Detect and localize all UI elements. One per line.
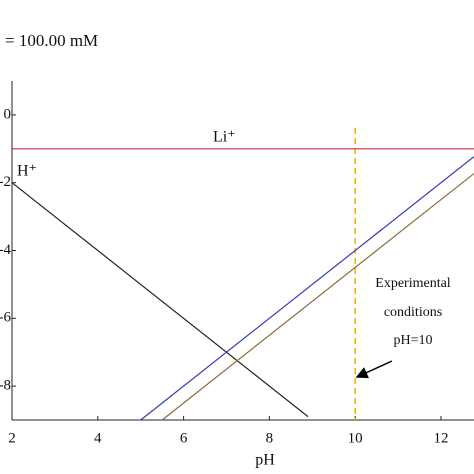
- x-tick-label: 8: [266, 430, 274, 446]
- y-tick-label: -6: [0, 310, 11, 326]
- series-label: H⁺: [17, 163, 37, 180]
- series-label: Li⁺: [213, 129, 236, 146]
- y-tick-label: 0: [4, 106, 12, 122]
- series-line: [161, 173, 474, 421]
- x-tick-label: 6: [180, 430, 188, 446]
- x-tick-label: 4: [94, 430, 102, 446]
- annotation: conditions: [384, 305, 442, 320]
- x-tick-label: 10: [348, 430, 363, 446]
- arrow: [355, 360, 393, 379]
- x-tick-label: 2: [8, 430, 16, 446]
- series-line: [140, 156, 474, 421]
- x-tick-label: 12: [433, 430, 448, 446]
- header: = 100.00 mM: [5, 31, 98, 50]
- y-tick-label: -4: [0, 242, 11, 258]
- annotation: Experimental: [375, 276, 451, 291]
- x-axis-label: pH: [255, 452, 275, 469]
- y-tick-label: -8: [0, 378, 11, 394]
- y-tick-label: -2: [0, 174, 11, 190]
- annotation: pH=10: [393, 333, 432, 348]
- series-line: [11, 182, 309, 418]
